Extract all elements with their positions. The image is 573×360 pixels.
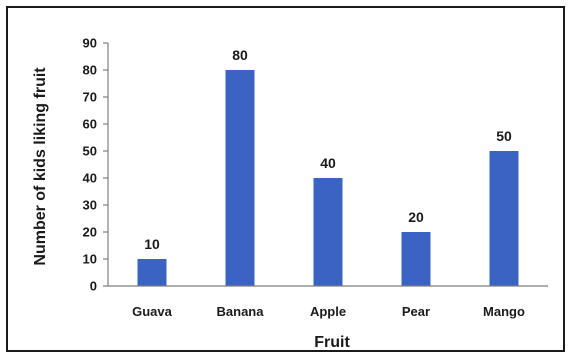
bar-banana <box>225 70 255 286</box>
y-tick-label: 80 <box>83 63 97 78</box>
bar-pear <box>401 232 431 286</box>
data-label-banana: 80 <box>232 47 248 63</box>
y-tick-label: 30 <box>83 198 97 213</box>
y-tick-label: 20 <box>83 225 97 240</box>
x-axis-title: Fruit <box>314 334 350 351</box>
y-tick-label: 60 <box>83 117 97 132</box>
bar-mango <box>489 151 519 286</box>
x-axis-ticks: Guava Banana Apple Pear Mango <box>132 304 525 319</box>
x-tick-label-guava: Guava <box>132 304 173 319</box>
bar-apple <box>313 178 343 286</box>
x-tick-label-pear: Pear <box>402 304 430 319</box>
data-label-mango: 50 <box>496 128 512 144</box>
x-tick-label-mango: Mango <box>483 304 525 319</box>
bars <box>137 70 519 286</box>
y-tick-label: 90 <box>83 36 97 51</box>
data-label-guava: 10 <box>144 236 160 252</box>
x-tick-label-apple: Apple <box>310 304 346 319</box>
y-axis-title: Number of kids liking fruit <box>32 67 49 266</box>
x-tick-label-banana: Banana <box>217 304 265 319</box>
data-labels: 10 80 40 20 50 <box>144 47 512 252</box>
y-tick-label: 70 <box>83 90 97 105</box>
data-label-pear: 20 <box>408 209 424 225</box>
y-tick-label: 50 <box>83 144 97 159</box>
bar-guava <box>137 259 167 286</box>
data-label-apple: 40 <box>320 155 336 171</box>
y-tick-label: 0 <box>90 279 97 294</box>
chart-frame <box>6 6 565 352</box>
y-tick-label: 40 <box>83 171 97 186</box>
y-tick-label: 10 <box>83 252 97 267</box>
y-axis-ticks: 0 10 20 30 40 50 60 70 80 90 <box>83 36 108 294</box>
